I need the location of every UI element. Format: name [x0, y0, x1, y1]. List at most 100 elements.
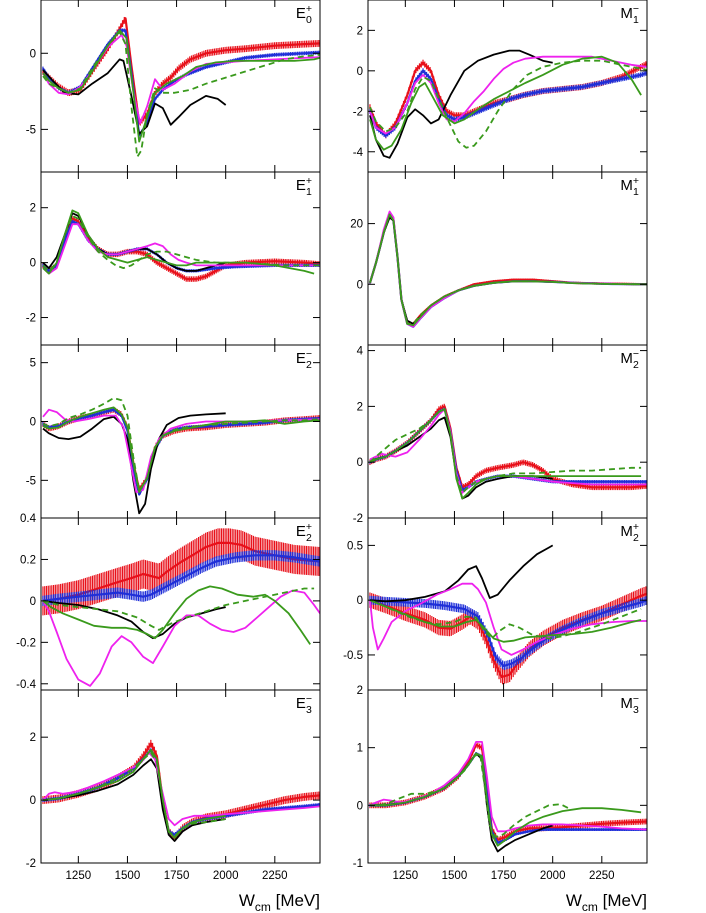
series-magenta — [369, 408, 647, 494]
panel-7: 0.5 0 -0.5 M+ 2 — [343, 517, 648, 691]
multipole-label: M− 2 — [620, 348, 639, 371]
series-green — [369, 408, 642, 500]
y-tick-label: 2 — [30, 732, 36, 744]
panel-2: 2 0 -2 E+ 1 — [26, 171, 321, 346]
y-tick-label: 0 — [357, 66, 363, 78]
x-tick-label: 1250 — [393, 870, 419, 882]
y-tick-label: 2 — [357, 401, 363, 413]
y-tick-label: -5 — [26, 124, 36, 136]
series-red-band-hatch — [42, 739, 320, 841]
plot-area — [42, 16, 320, 158]
panel-frame — [40, 171, 321, 346]
series-black — [369, 216, 553, 325]
series-green-dashed — [42, 587, 315, 631]
y-tick-label: 5 — [30, 358, 36, 370]
series-red-band — [42, 17, 320, 125]
series-blue-band — [370, 752, 647, 844]
series-magenta — [369, 55, 647, 135]
series-blue-band-hatch — [369, 214, 647, 328]
x-tick-label: 1750 — [491, 870, 517, 882]
panel-1: 2 0 -2 -4 M− 1 — [353, 0, 648, 173]
series-green-dashed — [42, 215, 320, 272]
multipole-label: E+ 0 — [296, 3, 312, 26]
panel-frame — [40, 689, 321, 864]
panel-frame — [367, 344, 648, 519]
panel-6: 0.4 0.2 0 -0.2 -0.4 E+ 2 — [16, 513, 321, 691]
series-green-dashed — [369, 599, 642, 640]
plot-area — [42, 209, 320, 282]
y-tick-label: -0.5 — [343, 650, 363, 662]
x-tick-label: 1250 — [66, 870, 92, 882]
y-tick-label: 0 — [357, 457, 363, 469]
series-black — [369, 49, 553, 159]
series-blue-band — [368, 213, 647, 328]
multipole-label: E+ 2 — [296, 521, 312, 544]
x-tick-label: 1500 — [115, 870, 141, 882]
y-tick-label: -4 — [353, 147, 364, 159]
series-red-band-hatch — [42, 16, 320, 126]
plot-area — [368, 210, 647, 328]
series-black — [369, 544, 554, 603]
panel-frame — [367, 689, 648, 864]
series-green-dashed — [369, 213, 647, 325]
series-green-dashed — [369, 408, 642, 494]
series-green-dashed — [369, 59, 647, 149]
y-tick-label: -2 — [26, 313, 36, 325]
y-tick-label: 0 — [357, 800, 363, 812]
multipole-label: E− 3 — [296, 693, 312, 716]
y-tick-label: -2 — [353, 106, 363, 118]
plot-area — [42, 528, 320, 687]
series-magenta — [42, 223, 320, 275]
y-tick-label: 2 — [30, 203, 36, 215]
series-red-band — [42, 541, 320, 602]
y-tick-label: 20 — [350, 219, 363, 231]
series-red-band-hatch — [369, 213, 647, 325]
series-blue-band — [369, 599, 647, 667]
series-black — [42, 600, 226, 640]
series-magenta — [42, 589, 320, 687]
series-green-dashed — [370, 752, 569, 838]
multipole-label: M− 1 — [620, 3, 639, 26]
y-tick-label: 4 — [357, 346, 364, 358]
multipole-label: E− 2 — [296, 348, 312, 371]
y-tick-label: -2 — [26, 858, 36, 870]
y-tick-label: -0.2 — [16, 637, 36, 649]
multipole-label: M+ 2 — [620, 521, 639, 544]
series-magenta — [369, 210, 647, 328]
plot-area — [368, 49, 647, 159]
series-green-dashed — [42, 31, 320, 158]
plot-area — [369, 741, 647, 853]
series-magenta — [369, 741, 647, 833]
series-green-dashed — [42, 752, 226, 838]
series-red-band — [368, 213, 647, 325]
y-tick-label: -0.4 — [16, 679, 36, 691]
y-tick-label: 2 — [357, 25, 363, 37]
multipole-label: E+ 1 — [296, 175, 312, 198]
panel-5: 4 2 0 -2 M− 2 — [353, 344, 648, 525]
series-green-dashed — [42, 397, 320, 492]
y-tick-label: 2 — [357, 685, 363, 697]
multipole-label: M+ 1 — [620, 175, 639, 198]
panel-0: 0 -5 E+ 0 — [26, 0, 321, 173]
x-tick-label: 2250 — [262, 870, 288, 882]
x-tick-label: 1500 — [442, 870, 468, 882]
y-tick-label: -1 — [353, 858, 363, 870]
y-tick-label: 0.5 — [347, 540, 363, 552]
series-magenta — [369, 582, 647, 656]
panel-8: 2 0 -2 1250 1500 1750 2000 2250 E− 3 Wcm [MeV] — [26, 689, 321, 913]
x-tick-label: 2000 — [213, 870, 239, 882]
x-axis-label: Wcm [MeV] — [566, 891, 647, 913]
y-tick-label: -5 — [26, 475, 36, 487]
series-green — [42, 748, 226, 839]
series-blue-band — [369, 408, 647, 492]
y-tick-label: 0.2 — [20, 554, 36, 566]
y-tick-label: 0 — [30, 48, 36, 60]
multipole-label: M− 3 — [620, 693, 639, 716]
series-magenta — [42, 408, 320, 493]
x-tick-label: 2250 — [589, 870, 615, 882]
series-blue-band-hatch — [369, 595, 647, 671]
y-tick-label: 0 — [30, 596, 36, 608]
plot-area — [42, 739, 320, 842]
y-tick-label: 0 — [357, 279, 363, 291]
